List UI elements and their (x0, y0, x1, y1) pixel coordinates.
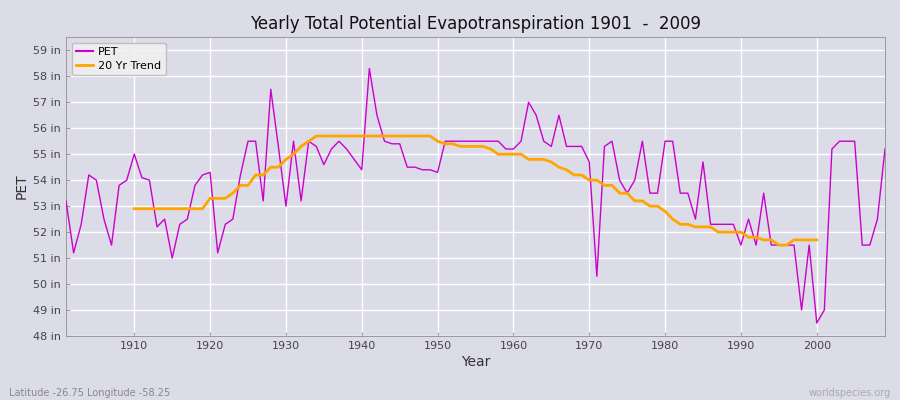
Legend: PET, 20 Yr Trend: PET, 20 Yr Trend (72, 43, 166, 75)
Title: Yearly Total Potential Evapotranspiration 1901  -  2009: Yearly Total Potential Evapotranspiratio… (250, 15, 701, 33)
Y-axis label: PET: PET (15, 174, 29, 200)
Text: worldspecies.org: worldspecies.org (809, 388, 891, 398)
X-axis label: Year: Year (461, 355, 491, 369)
Text: Latitude -26.75 Longitude -58.25: Latitude -26.75 Longitude -58.25 (9, 388, 170, 398)
